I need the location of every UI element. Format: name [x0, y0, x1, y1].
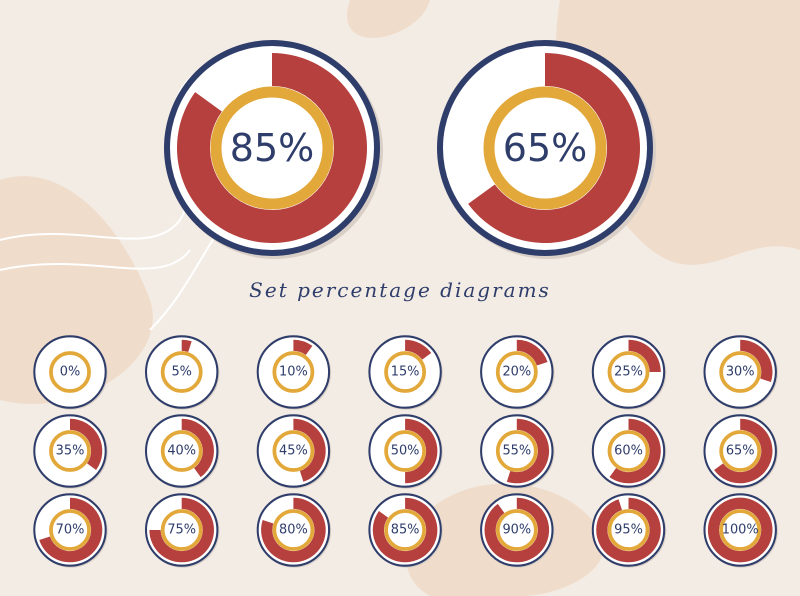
percent-label: 60% [614, 444, 643, 459]
percent-arc [609, 418, 661, 484]
percent-label: 5% [171, 365, 191, 380]
inner-ring [272, 430, 315, 472]
inner-ring [272, 351, 315, 393]
percent-arc [596, 497, 661, 563]
inner-ring [160, 430, 203, 472]
percent-label: 40% [167, 444, 196, 459]
percent-arc [372, 497, 438, 563]
percent-arc [468, 53, 640, 243]
inner-ring [719, 430, 762, 472]
inner-ring [210, 86, 334, 210]
percent-label: 10% [279, 365, 308, 380]
percent-arc [740, 339, 773, 382]
percent-arc [149, 497, 214, 563]
percent-arc [293, 339, 313, 355]
percent-arc [484, 497, 550, 563]
percent-label: 85% [391, 523, 420, 538]
inner-ring [495, 509, 538, 551]
inner-ring [495, 351, 538, 393]
inner-ring [483, 86, 607, 210]
percent-label: 45% [279, 444, 308, 459]
percent-label: 65% [503, 126, 587, 170]
inner-ring [719, 351, 762, 393]
percent-label: 85% [230, 126, 314, 170]
percent-label: 100% [722, 523, 759, 538]
percent-label: 55% [502, 444, 531, 459]
inner-ring [384, 509, 427, 551]
percent-label: 50% [391, 444, 420, 459]
inner-ring [607, 351, 650, 393]
percent-arc [714, 418, 773, 484]
percent-label: 90% [502, 523, 531, 538]
inner-ring [49, 509, 91, 551]
percent-arc [181, 418, 214, 478]
inner-ring [384, 351, 427, 393]
percent-label: 70% [56, 523, 85, 538]
inner-ring [607, 509, 650, 551]
percent-arc [628, 339, 661, 372]
inner-ring [495, 430, 538, 472]
percent-label: 65% [726, 444, 755, 459]
inner-ring [607, 430, 650, 472]
percent-label: 20% [502, 365, 531, 380]
percent-label: 80% [279, 523, 308, 538]
percent-arc [707, 497, 773, 563]
inner-ring [272, 509, 315, 551]
bg-blob [0, 0, 430, 404]
percent-label: 15% [391, 365, 420, 380]
percent-label: 75% [167, 523, 196, 538]
percent-arc [506, 418, 550, 484]
inner-ring [384, 430, 427, 472]
inner-ring [160, 509, 203, 551]
percent-arc [261, 497, 326, 563]
percent-arc [181, 339, 192, 352]
percent-arc [39, 497, 103, 563]
percent-arc [405, 339, 432, 360]
percent-arc [405, 418, 438, 484]
inner-ring [49, 430, 91, 472]
inner-ring [49, 351, 91, 393]
percent-arc [516, 339, 548, 366]
inner-ring [719, 509, 762, 551]
percent-arc [70, 418, 103, 470]
percent-label: 30% [726, 365, 755, 380]
percent-label: 25% [614, 365, 643, 380]
chart-title: Set percentage diagrams [249, 278, 551, 302]
percent-arc [177, 53, 367, 244]
percent-label: 0% [60, 365, 80, 380]
percent-label: 35% [56, 444, 85, 459]
inner-ring [160, 351, 203, 393]
percent-label: 95% [614, 523, 643, 538]
percent-arc [293, 418, 326, 482]
